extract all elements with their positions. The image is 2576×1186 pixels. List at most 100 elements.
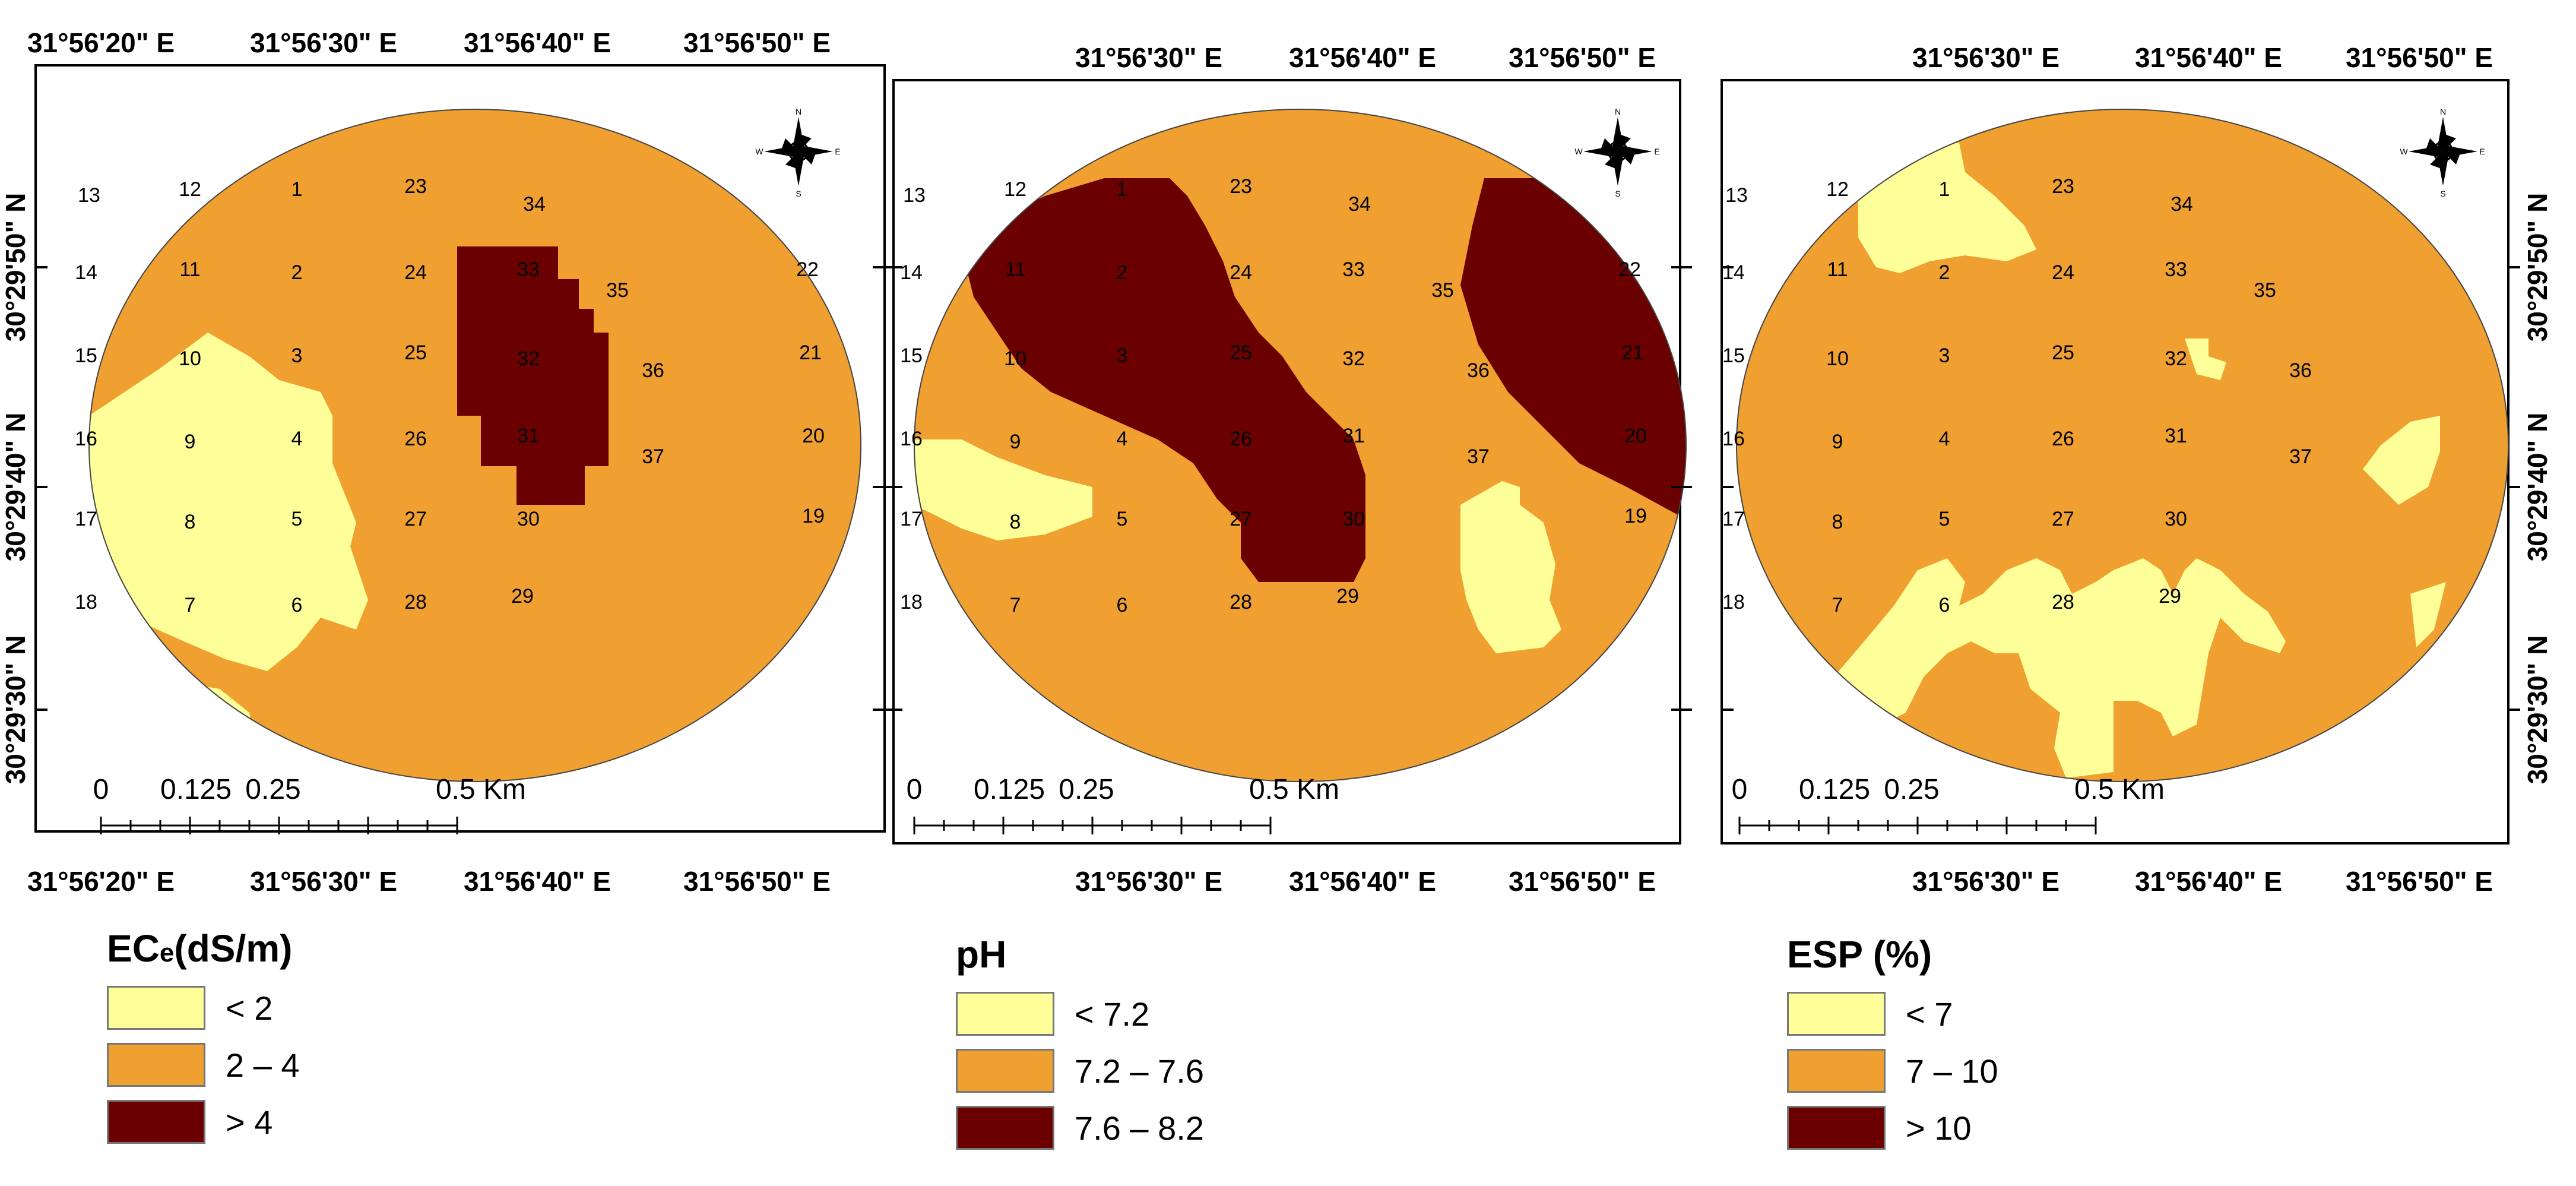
sample-point-label: 27 <box>2052 508 2074 530</box>
lon-label-bottom: 31°56'40" E <box>1289 866 1436 897</box>
sample-point-label: 28 <box>2052 591 2074 613</box>
legend-item: < 7.2 <box>956 992 1324 1036</box>
lon-label-bottom: 31°56'30" E <box>1075 866 1222 897</box>
legend-title-subscript: e <box>159 938 175 967</box>
sample-point-label: 12 <box>179 178 201 201</box>
north-arrow-icon: N S E W <box>755 107 840 198</box>
scale-label: 0.25 <box>1059 774 1114 805</box>
lon-label-top: 31°56'30" E <box>1075 42 1222 73</box>
sample-point-label: 16 <box>75 428 97 450</box>
legend-swatch <box>107 1100 205 1144</box>
lon-label-top: 31°56'50" E <box>2346 42 2493 73</box>
north-arrow-icon: N S E W <box>2400 107 2485 198</box>
lon-label-top: 31°56'50" E <box>1509 42 1656 73</box>
sample-point-label: 18 <box>75 591 97 613</box>
sample-point-label: 10 <box>1004 347 1026 370</box>
sample-point-label: 35 <box>2254 279 2276 302</box>
sample-point-label: 14 <box>900 261 923 284</box>
sample-point-label: 37 <box>642 445 664 468</box>
compass-s: S <box>2440 189 2445 198</box>
scale-label: 0.5 Km <box>1249 774 1339 805</box>
compass-w: W <box>755 147 763 156</box>
legend-item: 7.2 – 7.6 <box>956 1049 1324 1093</box>
sample-point-label: 6 <box>1939 594 1950 616</box>
sample-point-label: 20 <box>802 425 825 447</box>
sample-point-label: 25 <box>2052 341 2074 364</box>
sample-point-label: 15 <box>75 344 97 367</box>
legend-swatch <box>1787 1106 1886 1150</box>
sample-point-label: 26 <box>2052 428 2074 450</box>
sample-point-label: 10 <box>179 347 201 370</box>
sample-point-label: 12 <box>1826 178 1849 201</box>
legend-label: 7.6 – 8.2 <box>1075 1109 1204 1147</box>
legend-title: pH <box>956 933 1007 976</box>
legend-item: 2 – 4 <box>107 1043 475 1087</box>
sample-point-label: 26 <box>1230 428 1252 450</box>
sample-point-label: 33 <box>1342 258 1365 281</box>
sample-point-label: 8 <box>185 511 196 533</box>
map-panel-ece <box>34 64 886 833</box>
sample-point-label: 9 <box>1832 431 1843 453</box>
lat-ticks <box>1722 266 2520 711</box>
lon-label-top: 31°56'50" E <box>683 27 831 58</box>
scale-label: 0.125 <box>974 774 1045 805</box>
sample-point-label: 31 <box>1342 425 1365 447</box>
compass-e: E <box>2479 147 2485 156</box>
legend-item: < 2 <box>107 986 475 1030</box>
sample-point-label: 4 <box>1117 428 1128 450</box>
sample-point-label: 23 <box>1230 175 1252 198</box>
zone-low <box>2410 582 2446 647</box>
zone-low <box>1858 143 2036 273</box>
legend-label: 7.2 – 7.6 <box>1075 1052 1204 1090</box>
sample-point-label: 15 <box>900 344 923 367</box>
legend-ece: ECe(dS/m) < 2 2 – 4 > 4 <box>107 926 475 1157</box>
sample-point-label: 34 <box>523 193 546 216</box>
north-arrow-icon: N S E W <box>1574 107 1659 198</box>
lon-label-bottom: 31°56'40" E <box>2135 866 2282 897</box>
sample-point-label: 30 <box>517 508 540 530</box>
legend-label: < 2 <box>226 989 273 1027</box>
sample-point-label: 3 <box>1117 344 1128 367</box>
sample-point-label: 33 <box>2165 258 2187 281</box>
scale-label: 0 <box>907 774 923 805</box>
sample-point-label: 10 <box>1826 347 1849 370</box>
sample-point-label: 23 <box>404 175 427 198</box>
sample-point-label: 7 <box>1010 594 1021 616</box>
compass-n: N <box>1615 107 1621 116</box>
sample-point-label: 18 <box>1722 591 1745 613</box>
scale-bar: 0 0.125 0.25 0.5 Km <box>93 774 526 834</box>
sample-point-label: 36 <box>2289 359 2312 382</box>
sample-point-label: 29 <box>2159 585 2181 608</box>
sample-point-label: 27 <box>404 508 427 530</box>
sample-point-label: 9 <box>1010 431 1021 453</box>
compass-s: S <box>796 189 801 198</box>
legend-esp: ESP (%) < 7 7 – 10 > 10 <box>1787 932 2155 1163</box>
legend-title: ESP (%) <box>1787 933 1932 976</box>
lon-label-bottom: 31°56'20" E <box>27 866 175 897</box>
sample-point-label: 33 <box>517 258 540 281</box>
scale-label: 0.125 <box>160 774 232 805</box>
sample-point-label: 11 <box>1005 258 1025 281</box>
zone-low <box>1829 558 2286 778</box>
zone-low <box>89 333 368 671</box>
legend-label: 7 – 10 <box>1906 1052 1998 1090</box>
legend-label: 2 – 4 <box>226 1046 300 1084</box>
sample-point-label: 22 <box>796 258 819 281</box>
sample-point-label: 1 <box>1939 178 1950 201</box>
sample-point-label: 2 <box>291 261 303 284</box>
sample-point-label: 7 <box>185 594 196 616</box>
sample-point-label: 36 <box>1467 359 1490 382</box>
sample-point-label: 34 <box>1348 193 1371 216</box>
sample-point-label: 15 <box>1722 344 1745 367</box>
map-panel-esp <box>1720 79 2520 845</box>
sample-point-label: 35 <box>1431 279 1454 302</box>
sample-point-label: 29 <box>511 585 534 608</box>
scale-label: 0.25 <box>1884 774 1939 805</box>
sample-point-label: 1 <box>291 178 303 201</box>
sample-point-label: 37 <box>1467 445 1490 468</box>
legend-swatch <box>1787 1049 1886 1093</box>
sample-point-label: 17 <box>75 508 97 530</box>
lon-label-top: 31°56'20" E <box>27 27 175 58</box>
scale-label: 0.125 <box>1799 774 1870 805</box>
